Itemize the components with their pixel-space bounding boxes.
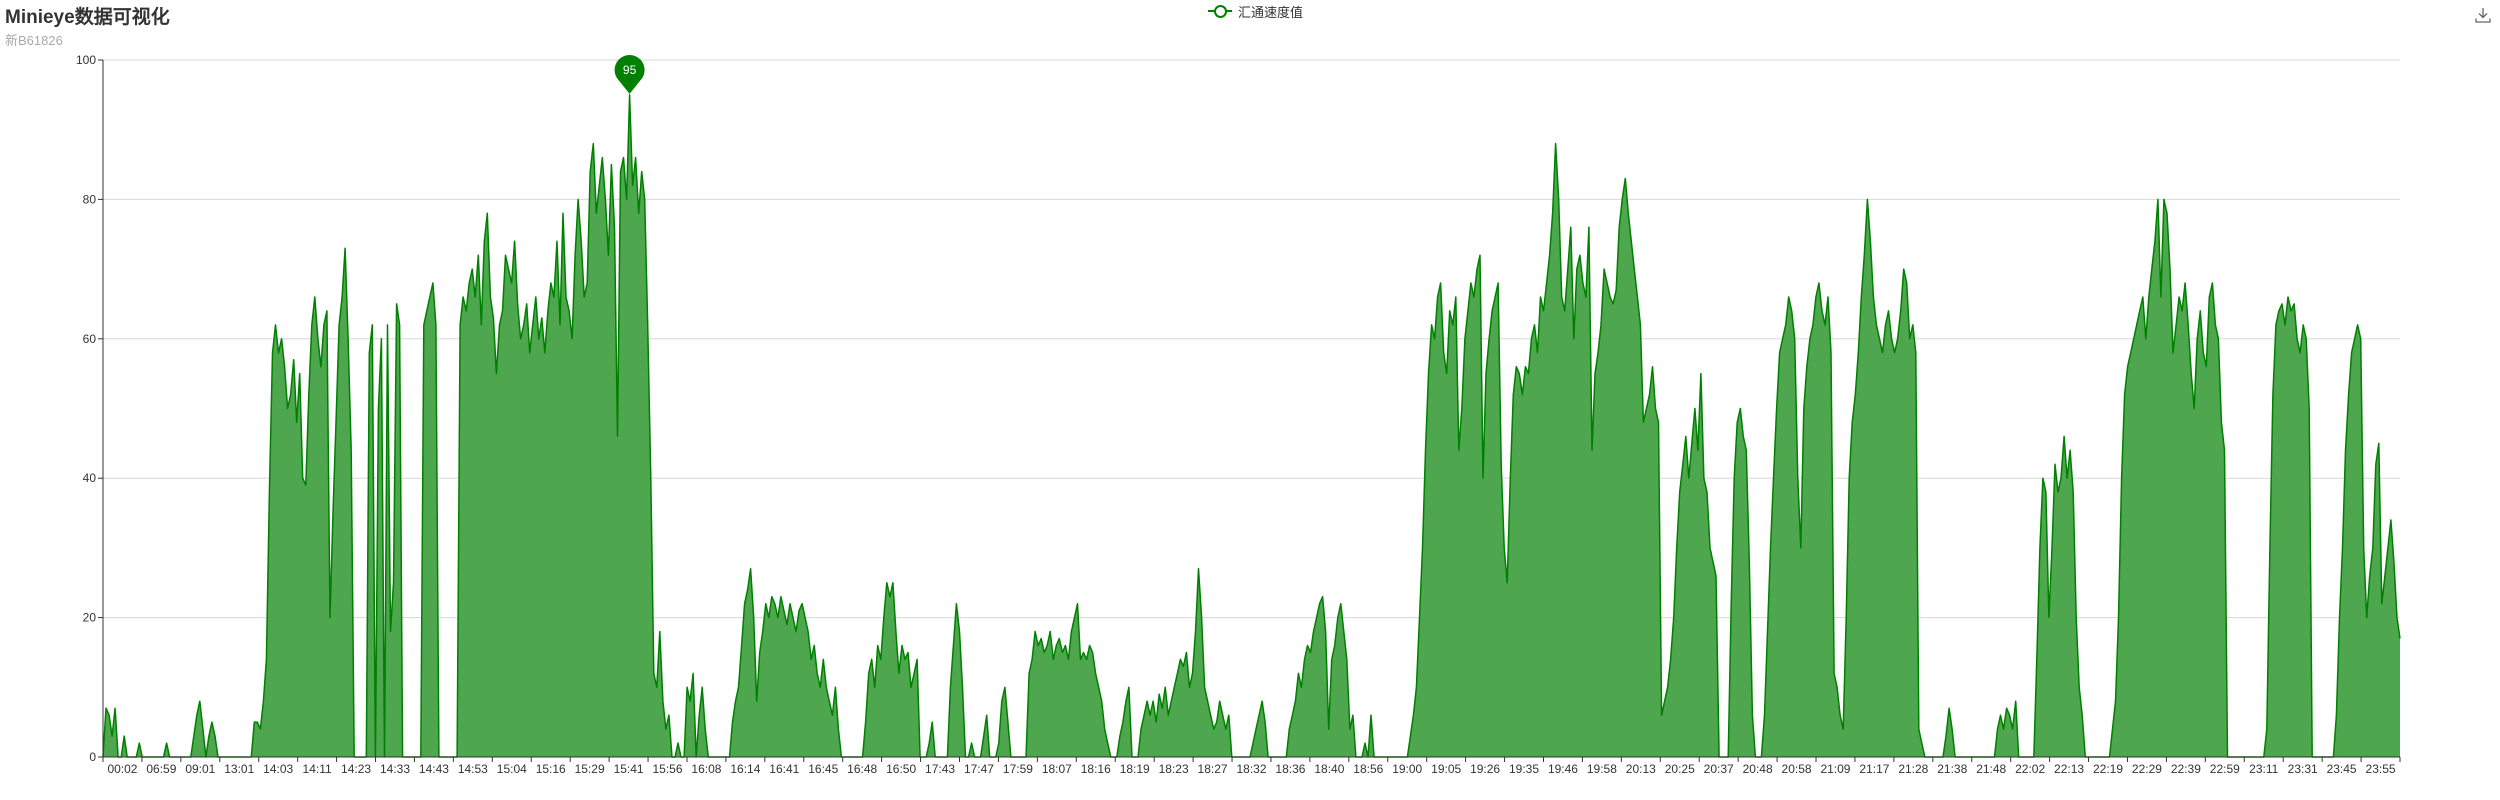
x-tick-label: 15:04 bbox=[497, 762, 527, 776]
x-tick-label: 18:19 bbox=[1120, 762, 1150, 776]
x-axis: 00:02 06:59 09:01 13:01 14:03 14:11 14:23 14:33… bbox=[102, 757, 2401, 776]
x-tick-label: 14:03 bbox=[263, 762, 293, 776]
legend-line-circle-icon bbox=[1208, 4, 1232, 18]
x-tick-label: 20:13 bbox=[1626, 762, 1656, 776]
speed-series-line bbox=[102, 94, 2401, 758]
x-tick-label: 15:56 bbox=[653, 762, 683, 776]
y-tick-label: 60 bbox=[83, 332, 97, 346]
x-tick-label: 23:45 bbox=[2327, 762, 2357, 776]
y-tick-label: 0 bbox=[89, 750, 96, 764]
x-tick-label: 18:32 bbox=[1236, 762, 1266, 776]
x-tick-label: 20:25 bbox=[1665, 762, 1695, 776]
x-tick-label: 17:59 bbox=[1003, 762, 1033, 776]
x-tick-label: 19:05 bbox=[1431, 762, 1461, 776]
x-tick-label: 21:38 bbox=[1937, 762, 1967, 776]
x-tick-label: 06:59 bbox=[146, 762, 176, 776]
x-tick-label: 00:02 bbox=[107, 762, 137, 776]
page-title: Minieye数据可视化 bbox=[5, 7, 170, 28]
x-tick-label: 20:48 bbox=[1743, 762, 1773, 776]
x-tick-label: 21:17 bbox=[1859, 762, 1889, 776]
x-tick-label: 23:31 bbox=[2288, 762, 2318, 776]
markpoint-label: 95 bbox=[623, 63, 637, 77]
x-tick-label: 19:46 bbox=[1548, 762, 1578, 776]
x-tick-label: 22:29 bbox=[2132, 762, 2162, 776]
x-tick-label: 18:56 bbox=[1353, 762, 1383, 776]
x-tick-label: 20:58 bbox=[1782, 762, 1812, 776]
x-tick-label: 18:27 bbox=[1198, 762, 1228, 776]
page-subtitle: 新B61826 bbox=[5, 33, 63, 48]
x-tick-label: 16:14 bbox=[730, 762, 760, 776]
x-tick-label: 19:58 bbox=[1587, 762, 1617, 776]
x-tick-label: 16:08 bbox=[691, 762, 721, 776]
x-tick-label: 17:47 bbox=[964, 762, 994, 776]
x-tick-label: 19:00 bbox=[1392, 762, 1422, 776]
x-tick-label: 22:13 bbox=[2054, 762, 2084, 776]
x-tick-label: 15:29 bbox=[575, 762, 605, 776]
x-tick-label: 19:26 bbox=[1470, 762, 1500, 776]
x-tick-label: 14:53 bbox=[458, 762, 488, 776]
x-tick-label: 16:41 bbox=[769, 762, 799, 776]
speed-area-fill bbox=[103, 94, 2400, 757]
x-tick-label: 18:16 bbox=[1081, 762, 1111, 776]
x-tick-label: 14:23 bbox=[341, 762, 371, 776]
y-tick-label: 80 bbox=[83, 192, 97, 206]
x-tick-label: 21:28 bbox=[1898, 762, 1928, 776]
x-tick-label: 14:33 bbox=[380, 762, 410, 776]
y-tick-label: 20 bbox=[83, 611, 97, 625]
x-tick-label: 17:43 bbox=[925, 762, 955, 776]
x-tick-label: 22:59 bbox=[2210, 762, 2240, 776]
x-tick-label: 21:48 bbox=[1976, 762, 2006, 776]
x-tick-label: 21:09 bbox=[1820, 762, 1850, 776]
x-tick-label: 18:40 bbox=[1314, 762, 1344, 776]
y-tick-label: 40 bbox=[83, 471, 97, 485]
x-tick-label: 15:16 bbox=[536, 762, 566, 776]
x-tick-label: 14:11 bbox=[303, 762, 332, 776]
download-icon[interactable] bbox=[2474, 6, 2492, 24]
x-tick-label: 18:07 bbox=[1042, 762, 1072, 776]
x-tick-label: 16:45 bbox=[808, 762, 838, 776]
x-tick-label: 23:11 bbox=[2249, 762, 2278, 776]
x-tick-label: 22:02 bbox=[2015, 762, 2045, 776]
legend-item[interactable]: 汇通速度值 bbox=[1208, 2, 1303, 20]
x-tick-label: 15:41 bbox=[614, 762, 644, 776]
x-tick-label: 22:39 bbox=[2171, 762, 2201, 776]
max-markpoint[interactable]: 95 bbox=[614, 54, 645, 94]
x-tick-label: 09:01 bbox=[185, 762, 215, 776]
x-tick-label: 23:55 bbox=[2366, 762, 2396, 776]
x-tick-label: 22:19 bbox=[2093, 762, 2123, 776]
y-axis: 0 20 40 60 80 100 bbox=[76, 53, 103, 764]
x-tick-label: 13:01 bbox=[224, 762, 254, 776]
x-tick-label: 19:35 bbox=[1509, 762, 1539, 776]
x-tick-label: 18:36 bbox=[1275, 762, 1305, 776]
y-tick-label: 100 bbox=[76, 53, 96, 67]
x-tick-label: 20:37 bbox=[1704, 762, 1734, 776]
x-tick-label: 14:43 bbox=[419, 762, 449, 776]
legend-label: 汇通速度值 bbox=[1238, 4, 1304, 20]
x-tick-label: 18:23 bbox=[1159, 762, 1189, 776]
x-tick-label: 16:50 bbox=[886, 762, 916, 776]
x-tick-label: 16:48 bbox=[847, 762, 877, 776]
markpoint-pin-icon bbox=[614, 54, 645, 94]
